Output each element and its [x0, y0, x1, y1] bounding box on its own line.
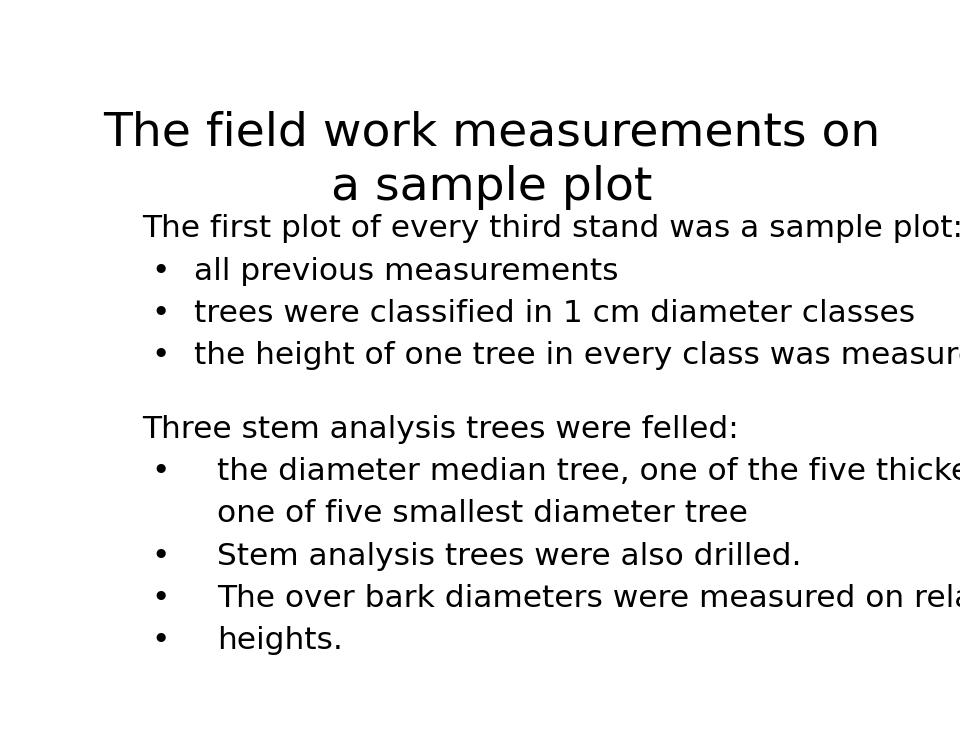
Text: •: •: [152, 584, 170, 613]
Text: all previous measurements: all previous measurements: [194, 257, 619, 285]
Text: The field work measurements on: The field work measurements on: [104, 110, 880, 155]
Text: •: •: [152, 457, 170, 487]
Text: Stem analysis trees were also drilled.: Stem analysis trees were also drilled.: [217, 541, 802, 571]
Text: •: •: [152, 257, 170, 285]
Text: trees were classified in 1 cm diameter classes: trees were classified in 1 cm diameter c…: [194, 299, 916, 328]
Text: the height of one tree in every class was measured: the height of one tree in every class wa…: [194, 341, 960, 370]
Text: the diameter median tree, one of the five thickest and: the diameter median tree, one of the fiv…: [217, 457, 960, 487]
Text: The first plot of every third stand was a sample plot:: The first plot of every third stand was …: [142, 214, 960, 243]
Text: Three stem analysis trees were felled:: Three stem analysis trees were felled:: [142, 415, 739, 444]
Text: •: •: [152, 341, 170, 370]
Text: a sample plot: a sample plot: [331, 165, 653, 210]
Text: •: •: [152, 541, 170, 571]
Text: •: •: [152, 626, 170, 655]
Text: one of five smallest diameter tree: one of five smallest diameter tree: [217, 499, 748, 529]
Text: •: •: [152, 299, 170, 328]
Text: heights.: heights.: [217, 626, 343, 655]
Text: The over bark diameters were measured on relative: The over bark diameters were measured on…: [217, 584, 960, 613]
